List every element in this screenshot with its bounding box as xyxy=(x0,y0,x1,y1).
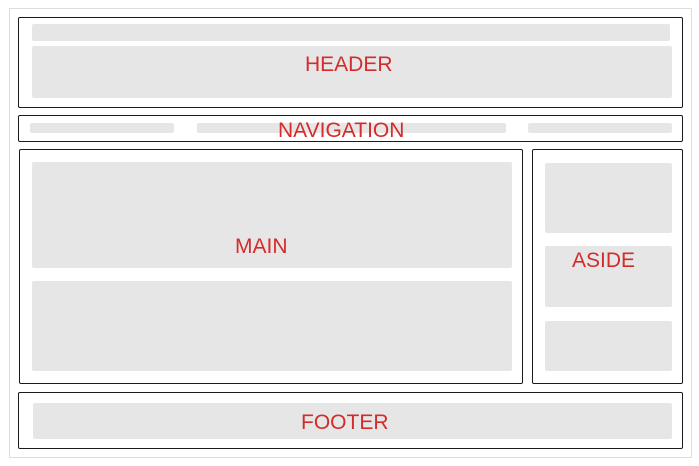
main-bottom-placeholder xyxy=(32,281,512,371)
header-top-placeholder xyxy=(32,24,670,41)
footer-placeholder xyxy=(33,403,672,439)
nav-item-placeholder-1 xyxy=(30,123,174,133)
footer-label: FOOTER xyxy=(301,411,389,434)
nav-item-placeholder-3 xyxy=(528,123,672,133)
page-frame xyxy=(9,8,692,458)
navigation-label: NAVIGATION xyxy=(278,119,405,142)
main-top-placeholder xyxy=(32,162,512,268)
aside-bottom-placeholder xyxy=(545,321,672,371)
aside-label: ASIDE xyxy=(572,249,636,272)
header-label: HEADER xyxy=(305,53,393,76)
header-main-placeholder xyxy=(32,46,672,98)
aside-middle-placeholder xyxy=(545,246,672,307)
main-label: MAIN xyxy=(235,235,288,258)
nav-item-placeholder-2 xyxy=(197,123,506,133)
aside-top-placeholder xyxy=(545,163,672,233)
